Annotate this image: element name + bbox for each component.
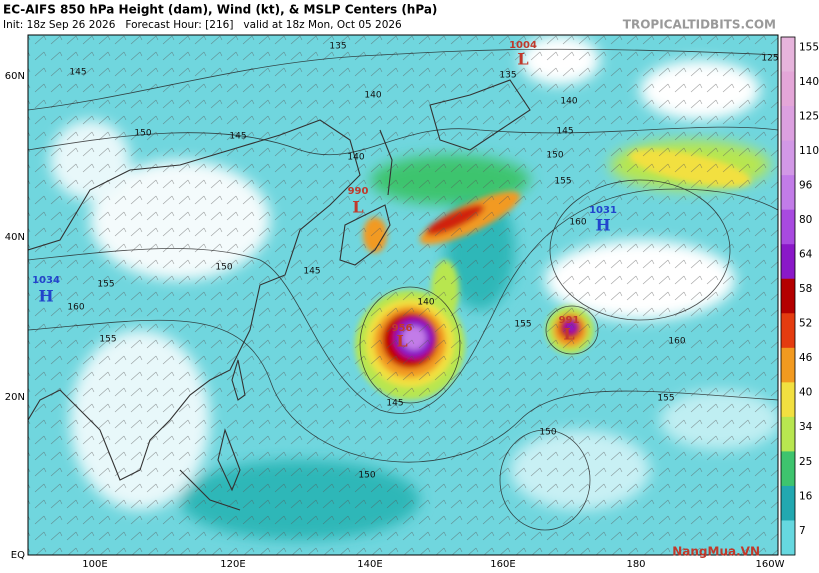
- pressure-center: H: [595, 216, 610, 235]
- lon-label: 160W: [756, 559, 785, 570]
- contour-label: 155: [514, 320, 531, 330]
- contour-label: 145: [69, 68, 86, 78]
- lon-label: 160E: [490, 559, 515, 570]
- contour-label: 155: [99, 335, 116, 345]
- lat-label: 20N: [5, 392, 25, 403]
- colorbar-label: 16: [799, 490, 813, 502]
- contour-label: 155: [97, 280, 114, 290]
- lon-label: 100E: [82, 559, 107, 570]
- colorbar-segment: [781, 37, 795, 73]
- colorbar-label: 125: [799, 110, 819, 122]
- contour-label: 150: [358, 471, 375, 481]
- title: EC-AIFS 850 hPa Height (dam), Wind (kt),…: [3, 3, 437, 17]
- contour-label: 150: [134, 129, 151, 139]
- lon-label: 180: [626, 559, 645, 570]
- contour-label: 145: [229, 132, 246, 142]
- colorbar-label: 25: [799, 456, 812, 468]
- pressure-value: 1034: [32, 275, 60, 286]
- colorbar-segment: [781, 416, 795, 452]
- pressure-value: 1031: [589, 205, 617, 216]
- colorbar-frame: [780, 36, 796, 556]
- contour-label: 135: [329, 42, 346, 52]
- pressure-center: L: [563, 325, 574, 344]
- colorbar-segment: [781, 175, 795, 211]
- colorbar-segment: [781, 485, 795, 521]
- colorbar-label: 155: [799, 41, 819, 53]
- colorbar-segment: [781, 209, 795, 245]
- colorbar-label: 140: [799, 76, 819, 88]
- colorbar-label: 46: [799, 352, 813, 364]
- colorbar-segment: [781, 347, 795, 383]
- colorbar-label: 40: [799, 387, 812, 399]
- lat-label: EQ: [11, 550, 25, 561]
- height-contours: [28, 48, 778, 531]
- contour-label: 150: [539, 428, 556, 438]
- colorbar-segment: [781, 313, 795, 349]
- contour-label: 160: [569, 218, 586, 228]
- contour-label: 155: [657, 394, 674, 404]
- pressure-center: L: [396, 332, 407, 351]
- pressure-value: 990: [348, 186, 369, 197]
- pressure-value: 956: [392, 323, 413, 334]
- colorbar-label: 7: [799, 525, 806, 537]
- brand: TROPICALTIDBITS.COM: [623, 18, 776, 32]
- contour-label: 145: [386, 399, 403, 409]
- contour-label: 145: [303, 267, 320, 277]
- lon-label: 140E: [357, 559, 382, 570]
- contour-label: 160: [67, 303, 84, 313]
- colorbar-segment: [781, 106, 795, 142]
- colorbar-segment: [781, 71, 795, 107]
- colorbar-segment: [781, 244, 795, 280]
- colorbar-label: 64: [799, 249, 813, 261]
- contour-label: 140: [364, 91, 381, 101]
- coastlines: [28, 79, 531, 511]
- contour-label: 125: [761, 54, 778, 64]
- colorbar-segment: [781, 382, 795, 418]
- init-line: Init: 18z Sep 26 2026 Forecast Hour: [21…: [3, 19, 402, 31]
- lon-label: 120E: [220, 559, 245, 570]
- contour-label: 160: [668, 337, 685, 347]
- colorbar-segment: [781, 451, 795, 487]
- colorbar-label: 96: [799, 179, 813, 191]
- lat-label: 40N: [5, 232, 25, 243]
- pressure-center: H: [38, 287, 53, 306]
- contour-label: 150: [546, 151, 563, 161]
- watermark: NangMua.VN: [672, 545, 760, 559]
- colorbar-label: 52: [799, 318, 812, 330]
- colorbar-label: 80: [799, 214, 812, 226]
- pressure-value: 991: [559, 315, 580, 326]
- lat-label: 60N: [5, 71, 25, 82]
- colorbar-label: 58: [799, 283, 812, 295]
- contour-label: 145: [556, 127, 573, 137]
- contour-label: 135: [499, 71, 516, 81]
- contour-label: 140: [560, 97, 577, 107]
- pressure-value: 1004: [509, 40, 537, 51]
- colorbar-label: 34: [799, 421, 813, 433]
- pressure-center: L: [517, 50, 528, 69]
- colorbar-segment: [781, 140, 795, 176]
- contour-label: 140: [417, 298, 434, 308]
- map-frame: [27, 34, 779, 556]
- wind-barbs: [28, 35, 778, 555]
- contour-label: 155: [554, 177, 571, 187]
- colorbar-segment: [781, 520, 795, 556]
- colorbar-label: 110: [799, 145, 819, 157]
- pressure-center: L: [352, 198, 363, 217]
- contour-label: 140: [347, 153, 364, 163]
- contour-label: 150: [215, 263, 232, 273]
- colorbar-segment: [781, 278, 795, 314]
